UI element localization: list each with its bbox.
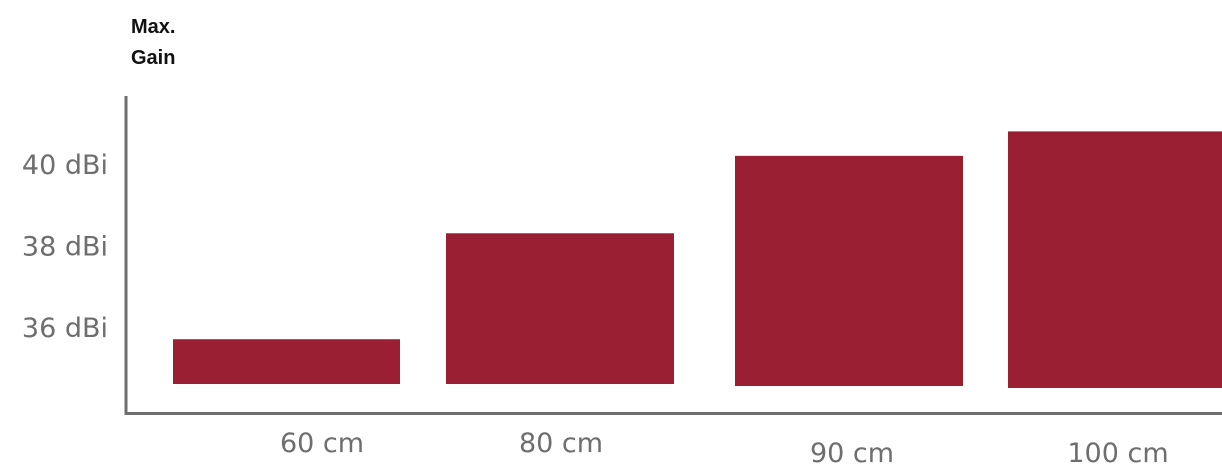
x-tick-label: 100 cm: [1067, 438, 1168, 469]
y-tick-label: 38 dBi: [22, 232, 108, 263]
y-tick-label: 40 dBi: [22, 150, 108, 181]
x-tick-labels: 60 cm 80 cm 90 cm 100 cm: [280, 428, 1169, 469]
bar-60-cm: [173, 339, 400, 384]
bar-80-cm: [446, 233, 674, 384]
y-tick-label: 36 dBi: [22, 313, 108, 344]
y-axis-label-line-1: Max.: [131, 16, 175, 38]
bar-90-cm: [735, 155, 963, 386]
y-tick-labels: 36 dBi 38 dBi 40 dBi: [22, 150, 108, 344]
x-tick-label: 80 cm: [519, 428, 603, 459]
bars-group: [173, 131, 1222, 388]
y-axis-label-line-2: Gain: [131, 47, 175, 69]
x-tick-label: 90 cm: [810, 438, 894, 469]
bar-100-cm: [1008, 131, 1222, 388]
x-tick-label: 60 cm: [280, 428, 364, 459]
